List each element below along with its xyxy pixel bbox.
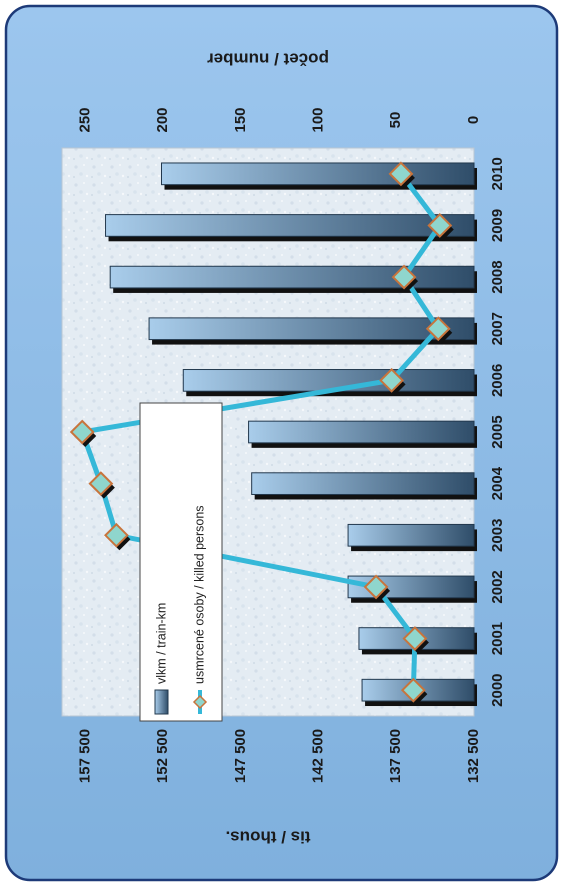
data-point	[425, 316, 451, 342]
bar	[251, 472, 475, 495]
legend-marker-swatch	[192, 694, 208, 710]
right-axis-tick-label: 150	[232, 107, 249, 132]
bar	[105, 214, 475, 237]
category-tick-label: 2010	[489, 157, 506, 190]
left-axis-tick-label: 142 500	[309, 729, 326, 783]
bar	[109, 265, 475, 289]
category-tick-label: 2003	[489, 519, 506, 552]
left-axis-tick-label: 137 500	[387, 729, 404, 783]
category-tick-label: 2006	[489, 364, 506, 397]
data-point	[402, 626, 428, 651]
left-axis-tick-label: 147 500	[232, 729, 249, 783]
legend-box	[139, 402, 223, 722]
category-tick-label: 2005	[489, 415, 506, 448]
data-point	[104, 522, 129, 548]
data-point	[379, 367, 405, 393]
data-point	[363, 574, 389, 600]
right-axis-title: počet / number	[207, 50, 329, 69]
left-axis-tick-label: 157 500	[76, 729, 93, 783]
category-tick-label: 2002	[489, 570, 506, 603]
left-axis-tick-label: 152 500	[154, 729, 171, 783]
data-point	[427, 213, 453, 238]
legend-bar-swatch	[154, 689, 169, 715]
bar	[347, 523, 475, 547]
bar	[182, 369, 475, 392]
legend-label-train-km: vlkm / train-km	[154, 603, 168, 684]
right-axis-tick-label: 200	[154, 107, 171, 132]
ticks-layer: 2000200120022003200420052006200720082009…	[76, 107, 506, 783]
data-point	[391, 264, 417, 290]
left-axis-tick-label: 132 500	[465, 729, 482, 783]
category-tick-label: 2000	[489, 673, 506, 706]
right-axis-tick-label: 250	[76, 107, 93, 132]
legend-label-killed-persons: usmrcené osoby / killed persons	[192, 505, 206, 684]
left-axis-title: tis / thous.	[226, 828, 311, 847]
category-tick-label: 2004	[489, 466, 506, 500]
data-point	[400, 677, 426, 703]
right-axis-tick-label: 100	[309, 107, 326, 132]
bar	[161, 162, 475, 186]
bar	[248, 420, 475, 444]
data-point	[88, 471, 114, 497]
right-axis-tick-label: 0	[465, 116, 482, 124]
category-tick-label: 2009	[489, 209, 506, 242]
category-tick-label: 2001	[489, 622, 506, 655]
category-tick-label: 2007	[489, 312, 506, 345]
data-point	[388, 161, 414, 187]
category-tick-label: 2008	[489, 260, 506, 293]
bar	[148, 317, 475, 341]
data-point	[69, 419, 95, 445]
right-axis-tick-label: 50	[387, 112, 404, 129]
legend: vlkm / train-km usmrcené osoby / killed p…	[139, 402, 223, 722]
line-layer	[69, 161, 454, 706]
